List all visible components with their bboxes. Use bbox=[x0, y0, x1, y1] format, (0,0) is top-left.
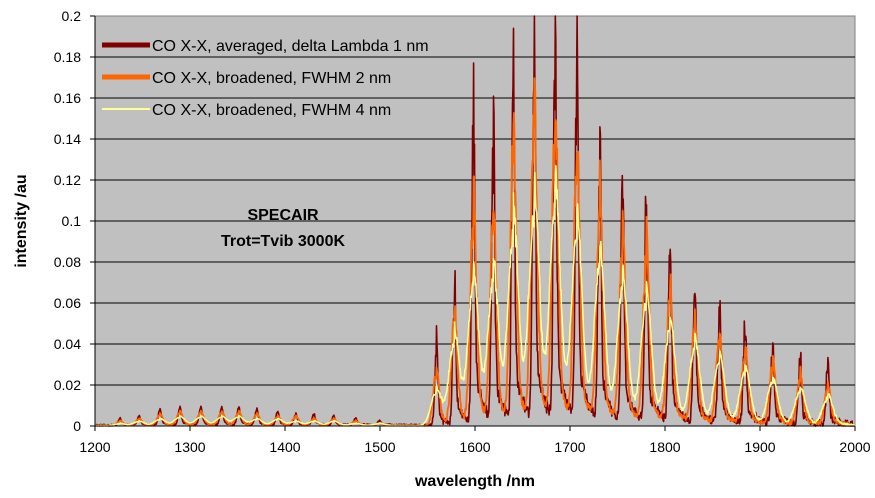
x-axis-title: wavelength /nm bbox=[414, 473, 535, 490]
x-tick-label: 1800 bbox=[649, 439, 680, 455]
y-tick-label: 0.04 bbox=[54, 336, 81, 352]
x-tick-label: 1400 bbox=[269, 439, 300, 455]
y-tick-label: 0.16 bbox=[54, 90, 81, 106]
legend: CO X-X, averaged, delta Lambda 1 nm CO X… bbox=[102, 38, 429, 119]
y-tick-labels: 0 0.02 0.04 0.06 0.08 0.1 0.12 0.14 0.16 0.18 0.2 bbox=[54, 8, 95, 434]
x-tick-label: 1300 bbox=[174, 439, 205, 455]
y-tick-label: 0.18 bbox=[54, 49, 81, 65]
legend-label-averaged: CO X-X, averaged, delta Lambda 1 nm bbox=[152, 38, 429, 55]
series-lines bbox=[94, 15, 856, 427]
x-tick-label: 1900 bbox=[744, 439, 775, 455]
y-tick-label: 0.14 bbox=[54, 131, 81, 147]
legend-label-fwhm2: CO X-X, broadened, FWHM 2 nm bbox=[152, 70, 391, 87]
y-tick-label: 0 bbox=[73, 418, 81, 434]
x-tick-label: 1200 bbox=[79, 439, 110, 455]
annotation-line-2: Trot=Tvib 3000K bbox=[221, 233, 345, 250]
y-tick-label: 0.08 bbox=[54, 254, 81, 270]
y-tick-label: 0.12 bbox=[54, 172, 81, 188]
y-tick-label: 0.2 bbox=[62, 8, 82, 24]
annotation: SPECAIR Trot=Tvib 3000K bbox=[221, 207, 345, 250]
series-fwhm4-line bbox=[94, 165, 856, 427]
series-fwhm2-line bbox=[94, 77, 856, 427]
y-tick-label: 0.1 bbox=[62, 213, 82, 229]
y-tick-label: 0.02 bbox=[54, 377, 81, 393]
x-tick-label: 2000 bbox=[839, 439, 870, 455]
x-tick-label: 1500 bbox=[364, 439, 395, 455]
y-axis-title: intensity /au bbox=[13, 174, 30, 267]
y-tick-label: 0.06 bbox=[54, 295, 81, 311]
x-tick-label: 1700 bbox=[554, 439, 585, 455]
x-tick-label: 1600 bbox=[459, 439, 490, 455]
legend-label-fwhm4: CO X-X, broadened, FWHM 4 nm bbox=[152, 102, 391, 119]
annotation-line-1: SPECAIR bbox=[247, 207, 319, 224]
x-tick-labels: 1200 1300 1400 1500 1600 1700 1800 1900 2000 bbox=[79, 426, 871, 455]
